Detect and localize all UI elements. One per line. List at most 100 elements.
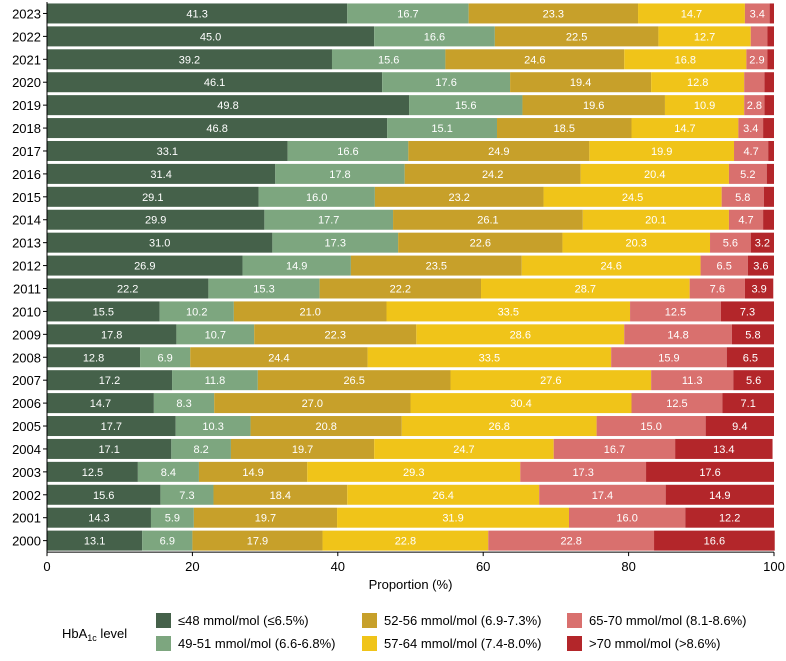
data-label: 12.5	[82, 467, 103, 479]
data-label: 24.9	[488, 146, 509, 158]
bar-segment	[47, 347, 141, 368]
bar-segment	[721, 186, 764, 207]
data-label: 23.3	[543, 8, 564, 20]
legend: HbA1c level ≤48 mmol/mol (≤6.5%) 49-51 mm…	[62, 613, 747, 651]
bar-segment	[562, 232, 711, 253]
legend-swatch	[567, 636, 582, 651]
data-label: 7.1	[741, 398, 756, 410]
data-label: 22.5	[566, 31, 587, 43]
data-label: 16.7	[604, 444, 625, 456]
bar-segment	[307, 461, 521, 482]
bar-segment	[728, 163, 767, 184]
data-label: 3.6	[753, 261, 768, 273]
data-label: 31.9	[442, 513, 463, 525]
year-label: 2019	[12, 98, 41, 113]
bar-segment	[47, 393, 154, 414]
bar-segment	[254, 324, 417, 345]
bar-segment	[137, 461, 199, 482]
data-label: 9.4	[732, 421, 747, 433]
data-label: 3.2	[755, 238, 770, 250]
data-label: 24.2	[482, 169, 503, 181]
x-axis: 0 20 40 60 80 100	[43, 2, 785, 574]
data-label: 17.6	[699, 467, 720, 479]
data-label: 15.6	[455, 100, 476, 112]
bar-segment	[720, 301, 774, 322]
x-tick-label: 0	[43, 559, 50, 574]
data-label: 17.7	[318, 215, 339, 227]
bar-segment	[140, 347, 191, 368]
bar-segment	[142, 530, 193, 551]
data-label: 8.4	[161, 467, 176, 479]
year-label: 2014	[12, 213, 41, 228]
data-label: 7.3	[179, 490, 194, 502]
data-label: 3.4	[743, 123, 758, 135]
bar-segment	[374, 26, 495, 47]
year-label: 2002	[12, 488, 41, 503]
bar-segment	[47, 438, 172, 459]
year-label: 2017	[12, 144, 41, 159]
data-label: 22.8	[395, 536, 416, 548]
bar-segment	[47, 255, 243, 276]
data-label: 23.2	[448, 192, 469, 204]
bar-segment	[193, 507, 338, 528]
data-label: 16.7	[397, 8, 418, 20]
data-label: 18.5	[554, 123, 575, 135]
bar-segment	[153, 393, 215, 414]
bar-segment	[275, 163, 405, 184]
x-tick-label: 40	[331, 559, 345, 574]
bar-segment	[638, 3, 745, 24]
bar-segment	[705, 416, 774, 437]
data-label: 10.7	[205, 329, 226, 341]
bar-segment	[747, 255, 774, 276]
legend-title-rest: level	[97, 626, 127, 641]
bar-segment	[767, 26, 774, 47]
bar-segment	[387, 118, 498, 139]
year-label: 2023	[12, 6, 41, 21]
year-label: 2011	[13, 282, 41, 297]
data-label: 6.9	[157, 352, 172, 364]
bar-segment	[553, 438, 676, 459]
data-label: 24.6	[524, 54, 545, 66]
data-label: 19.4	[570, 77, 591, 89]
data-label: 17.4	[592, 490, 613, 502]
data-label: 21.0	[299, 306, 320, 318]
bar-segment	[510, 72, 652, 93]
bar-segment	[731, 324, 774, 345]
bar-segment	[47, 186, 259, 207]
legend-swatch	[156, 613, 171, 628]
data-label: 17.3	[572, 467, 593, 479]
bar-segment	[347, 484, 540, 505]
data-label: 6.5	[717, 261, 732, 273]
bar-segment	[468, 3, 639, 24]
bar-segment	[175, 416, 251, 437]
bar-segment	[700, 255, 748, 276]
bar-segment	[287, 140, 409, 161]
data-label: 29.3	[403, 467, 424, 479]
bar-segment	[744, 72, 765, 93]
data-label: 12.8	[687, 77, 708, 89]
bar-segment	[763, 186, 774, 207]
data-label: 17.7	[101, 421, 122, 433]
data-label: 16.0	[616, 513, 637, 525]
bar-segment	[722, 393, 774, 414]
bar-segment	[374, 438, 554, 459]
data-label: 27.6	[540, 375, 561, 387]
data-label: 15.3	[253, 284, 274, 296]
bar-segment	[543, 186, 722, 207]
bar-segment	[190, 347, 368, 368]
data-label: 17.8	[329, 169, 350, 181]
data-label: 26.5	[343, 375, 364, 387]
bar-segment	[47, 370, 173, 391]
bar-segment	[685, 507, 774, 528]
bar-segment	[272, 232, 399, 253]
data-label: 27.0	[302, 398, 323, 410]
data-label: 5.8	[735, 192, 750, 204]
data-label: 15.1	[431, 123, 452, 135]
bar-segment	[768, 140, 774, 161]
bar-segment	[624, 49, 747, 70]
bar-segment	[350, 255, 522, 276]
bar-segment	[522, 95, 665, 116]
bar-segment	[450, 370, 652, 391]
year-axis: 2023 2022 2021 2020 2019 2018 2017 2016 2015 2014…	[12, 6, 47, 549]
